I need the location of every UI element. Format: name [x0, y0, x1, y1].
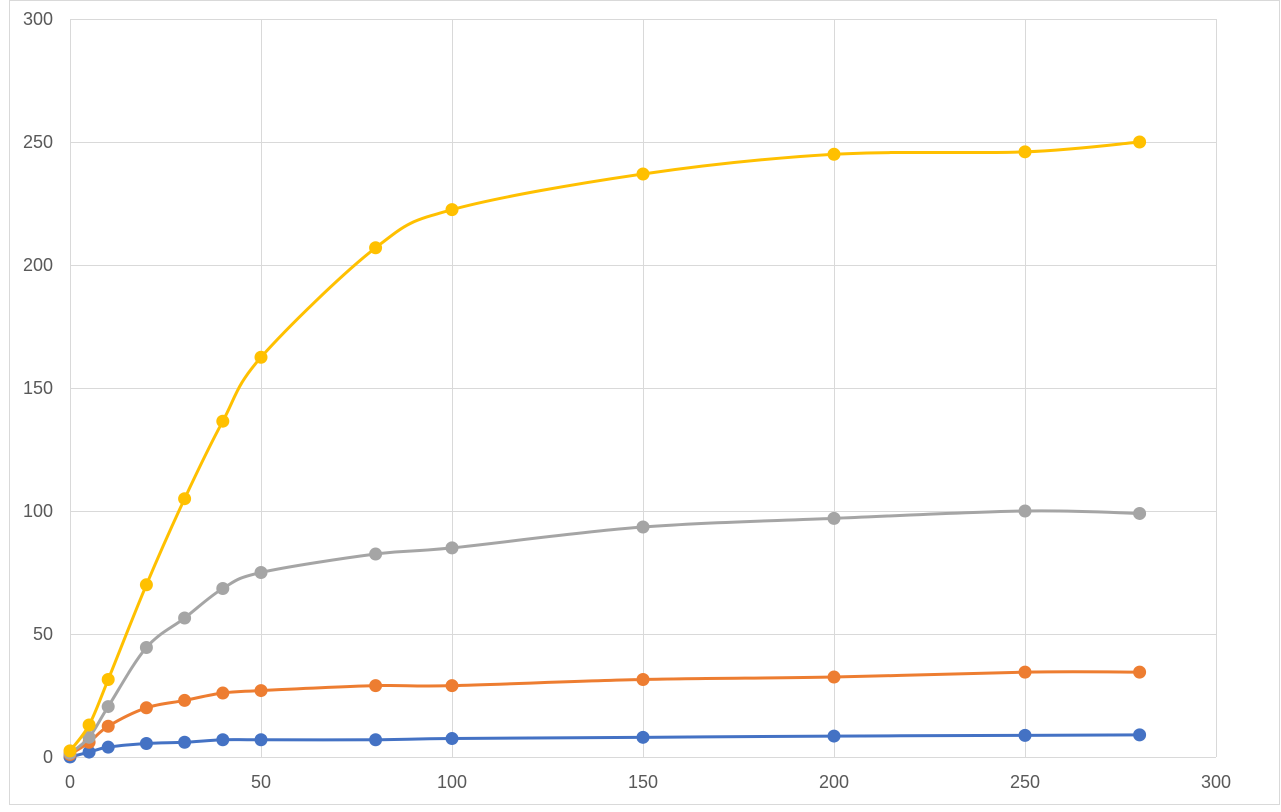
y-tick-label: 300	[23, 9, 53, 29]
data-point	[82, 718, 96, 732]
data-point	[1133, 728, 1147, 742]
data-point	[636, 167, 650, 181]
data-point	[178, 693, 192, 707]
data-point	[827, 147, 841, 161]
series-2	[63, 665, 1147, 762]
data-point	[1018, 728, 1032, 742]
x-tick-label: 150	[628, 772, 658, 792]
gridlines	[70, 19, 1217, 758]
data-point	[445, 203, 459, 217]
data-point	[827, 670, 841, 684]
y-tick-label: 250	[23, 132, 53, 152]
data-point	[254, 684, 268, 698]
data-point	[101, 700, 115, 714]
series-3	[63, 504, 1147, 760]
y-tick-label: 0	[43, 747, 53, 767]
data-point	[827, 729, 841, 743]
data-point	[636, 673, 650, 687]
data-point	[82, 730, 96, 744]
series-line	[68, 509, 1142, 755]
data-point	[216, 414, 230, 428]
x-tick-label: 0	[65, 772, 75, 792]
data-point	[101, 673, 115, 687]
data-point	[1018, 504, 1032, 518]
data-point	[1018, 665, 1032, 679]
x-tick-label: 100	[437, 772, 467, 792]
data-point	[178, 492, 192, 506]
data-point	[254, 350, 268, 364]
y-tick-label: 150	[23, 378, 53, 398]
data-point	[369, 733, 383, 747]
data-point	[254, 566, 268, 579]
data-point	[216, 686, 230, 700]
data-point	[1018, 145, 1032, 159]
data-point	[1133, 506, 1147, 520]
series-4	[63, 135, 1147, 758]
x-tick-label: 250	[1010, 772, 1040, 792]
data-point	[139, 736, 153, 750]
data-point	[254, 733, 268, 747]
data-point	[216, 581, 230, 595]
data-point	[139, 578, 153, 592]
series-group	[63, 135, 1147, 764]
data-point	[101, 719, 115, 733]
data-point	[369, 679, 383, 693]
data-point	[369, 241, 383, 255]
data-point	[445, 732, 459, 746]
data-point	[178, 735, 192, 749]
x-tick-label: 200	[819, 772, 849, 792]
data-point	[63, 744, 77, 758]
x-tick-label: 300	[1201, 772, 1231, 792]
series-line	[68, 670, 1142, 757]
y-tick-label: 200	[23, 255, 53, 275]
series-line	[68, 733, 1142, 759]
data-point	[216, 733, 230, 747]
data-point	[636, 730, 650, 744]
series-line	[68, 140, 1142, 753]
series-1	[63, 728, 1147, 764]
y-tick-label: 50	[33, 624, 53, 644]
data-point	[369, 547, 383, 561]
data-point	[82, 745, 96, 759]
data-point	[636, 520, 650, 534]
data-point	[101, 740, 115, 754]
data-point	[178, 611, 192, 625]
data-point	[1133, 135, 1147, 149]
y-tick-label: 100	[23, 501, 53, 521]
data-point	[139, 641, 153, 655]
chart-border	[9, 0, 1280, 805]
data-point	[1133, 665, 1147, 679]
tick-labels: 0 50 100 150 200 250 300 0 50 100 150 200 250 300	[23, 9, 1231, 792]
data-point	[827, 511, 841, 525]
x-tick-label: 50	[251, 772, 271, 792]
data-point	[445, 541, 459, 555]
data-point	[139, 701, 153, 715]
data-point	[445, 679, 459, 693]
